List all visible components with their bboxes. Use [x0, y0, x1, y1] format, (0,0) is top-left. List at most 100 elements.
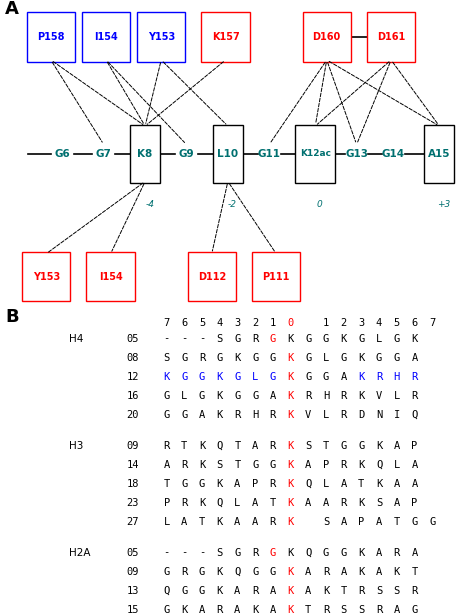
Text: G: G — [340, 440, 347, 451]
Text: G: G — [234, 371, 241, 382]
Text: A: A — [199, 410, 205, 420]
Text: G: G — [270, 333, 276, 344]
Text: A: A — [234, 585, 241, 596]
Text: G: G — [234, 391, 241, 401]
Text: V: V — [305, 410, 311, 420]
Text: Q: Q — [217, 440, 223, 451]
Text: Q: Q — [376, 459, 382, 470]
Text: G: G — [199, 391, 205, 401]
Text: A: A — [234, 605, 241, 615]
Text: Q: Q — [217, 498, 223, 508]
Text: L: L — [393, 391, 400, 401]
Text: R: R — [411, 585, 418, 596]
Text: A: A — [411, 547, 418, 558]
Text: R: R — [181, 459, 187, 470]
Text: K: K — [287, 517, 294, 527]
Text: P: P — [411, 440, 418, 451]
Text: A: A — [393, 605, 400, 615]
Text: S: S — [358, 605, 365, 615]
FancyBboxPatch shape — [82, 12, 130, 62]
Text: K: K — [217, 371, 223, 382]
Text: G: G — [217, 352, 223, 363]
Text: G: G — [429, 517, 435, 527]
Text: Q: Q — [234, 566, 241, 577]
Text: A: A — [340, 371, 347, 382]
Text: 4: 4 — [217, 319, 223, 328]
Text: Y153: Y153 — [33, 272, 60, 282]
Text: A: A — [340, 478, 347, 489]
Text: S: S — [340, 605, 347, 615]
Text: K: K — [199, 440, 205, 451]
Text: R: R — [181, 498, 187, 508]
Text: K12ac: K12ac — [300, 149, 331, 158]
Text: D161: D161 — [377, 32, 405, 42]
Text: L: L — [323, 410, 329, 420]
Text: R: R — [376, 605, 382, 615]
Text: A: A — [234, 517, 241, 527]
Text: K: K — [340, 333, 347, 344]
Text: 09: 09 — [127, 440, 139, 451]
Text: G: G — [376, 352, 382, 363]
Text: L10: L10 — [217, 149, 238, 159]
Text: P: P — [411, 498, 418, 508]
FancyBboxPatch shape — [295, 124, 336, 183]
FancyBboxPatch shape — [252, 252, 301, 301]
Text: K: K — [287, 371, 294, 382]
Text: R: R — [411, 391, 418, 401]
Text: S: S — [393, 585, 400, 596]
Text: K: K — [287, 333, 294, 344]
Text: I154: I154 — [94, 32, 118, 42]
Text: -: - — [199, 547, 205, 558]
Text: A: A — [305, 459, 311, 470]
Text: S: S — [217, 459, 223, 470]
Text: 7: 7 — [164, 319, 170, 328]
Text: R: R — [376, 371, 382, 382]
Text: 23: 23 — [127, 498, 139, 508]
Text: 16: 16 — [127, 391, 139, 401]
Text: T: T — [270, 498, 276, 508]
Text: K: K — [358, 391, 365, 401]
Text: K: K — [323, 585, 329, 596]
Text: T: T — [181, 440, 187, 451]
Text: K: K — [287, 391, 294, 401]
Text: 1: 1 — [323, 319, 329, 328]
Text: B: B — [5, 308, 18, 325]
Text: A: A — [5, 0, 19, 18]
Text: T: T — [164, 478, 170, 489]
Text: G: G — [323, 371, 329, 382]
Text: 05: 05 — [127, 547, 139, 558]
Text: A: A — [305, 585, 311, 596]
Text: 0: 0 — [317, 200, 323, 209]
Text: R: R — [305, 391, 311, 401]
Text: G: G — [181, 478, 187, 489]
Text: T: T — [340, 585, 347, 596]
Text: R: R — [393, 547, 400, 558]
Text: G14: G14 — [382, 149, 405, 159]
Text: A: A — [252, 440, 258, 451]
Text: A: A — [305, 498, 311, 508]
Text: K: K — [358, 547, 365, 558]
Text: K: K — [234, 352, 241, 363]
Text: A: A — [411, 352, 418, 363]
Text: A15: A15 — [428, 149, 451, 159]
Text: 2: 2 — [252, 319, 258, 328]
Text: -: - — [164, 333, 170, 344]
Text: K: K — [217, 391, 223, 401]
Text: G: G — [270, 547, 276, 558]
Text: H4: H4 — [69, 333, 83, 344]
Text: G6: G6 — [55, 149, 70, 159]
Text: A: A — [270, 585, 276, 596]
Text: Q: Q — [305, 478, 311, 489]
FancyBboxPatch shape — [424, 124, 454, 183]
Text: G: G — [181, 585, 187, 596]
Text: R: R — [340, 410, 347, 420]
Text: K: K — [287, 605, 294, 615]
Text: A: A — [393, 478, 400, 489]
Text: K: K — [358, 352, 365, 363]
Text: S: S — [323, 517, 329, 527]
FancyBboxPatch shape — [27, 12, 75, 62]
Text: P158: P158 — [37, 32, 64, 42]
Text: G: G — [181, 352, 187, 363]
Text: T: T — [234, 440, 241, 451]
Text: 08: 08 — [127, 352, 139, 363]
